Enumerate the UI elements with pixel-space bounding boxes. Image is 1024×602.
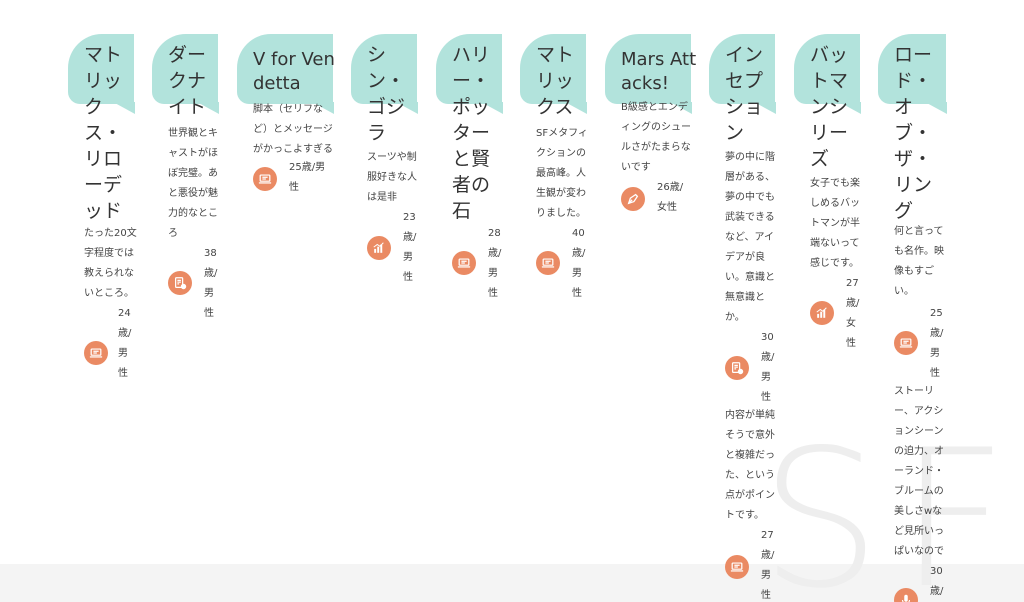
pen-icon <box>621 187 645 211</box>
document-icon <box>725 356 749 380</box>
reviewer-age-gender: 40歳/男性 <box>572 228 586 299</box>
background-watermark: SF <box>760 409 1024 602</box>
review-text: スーツや制服好きな人は是非 <box>367 152 417 203</box>
speech-bubble <box>436 34 503 114</box>
movie-title: インセプション <box>725 44 764 144</box>
movie-title: マトリックス <box>536 44 575 118</box>
review-text: 何と言っても名作。映像もすごい。 <box>894 226 944 297</box>
reviewer-age-gender: 25歳/男性 <box>289 162 326 193</box>
document-icon <box>168 271 192 295</box>
review-text: 脚本（セリフなど）とメッセージがかっこよすぎる <box>253 104 333 155</box>
reviewer-age-gender: 27歳/女性 <box>846 278 860 349</box>
mic-icon <box>894 588 918 602</box>
speech-bubble <box>351 34 418 114</box>
laptop-icon <box>253 167 277 191</box>
speech-bubble <box>794 34 861 114</box>
speech-bubble <box>237 34 334 114</box>
reviewer-age-gender: 30歳/ <box>930 566 944 597</box>
movie-title: ロード・オブ・ザ・リング <box>894 44 933 222</box>
laptop-icon <box>452 251 476 275</box>
laptop-icon <box>84 341 108 365</box>
reviewer-age-gender: 23歳/男性 <box>403 212 417 283</box>
review-text: たった20文字程度では教えられないところ。 <box>84 228 137 299</box>
review-text: 世界観とキャストがほぼ完璧。あと悪役が魅力的なところ <box>168 128 218 239</box>
reviewer-age-gender: 30歳/男性 <box>761 332 775 403</box>
laptop-icon <box>894 331 918 355</box>
movie-title: ハリー・ポッターと賢者の石 <box>452 44 491 222</box>
speech-bubble <box>68 34 135 114</box>
review-text: SFメタフィクションの最高峰。人生観が変わりました。 <box>536 128 588 219</box>
movie-title: シン・ゴジラ <box>367 44 406 144</box>
movie-title: Mars Attacks! <box>621 49 697 94</box>
footer-band <box>0 564 1024 602</box>
review-text: B級感とエンディングのシュールさがたまらないです <box>621 102 691 173</box>
review-text: 夢の中に階層がある、夢の中でも武装できるなど、アイデアが良い。意識と無意識とか。 <box>725 152 775 323</box>
review-text: 女子でも楽しめるバットマンが半端ないって感じです。 <box>810 178 860 269</box>
laptop-icon <box>725 555 749 579</box>
movie-title: マトリックス・リローデッド <box>84 44 123 222</box>
reviewer-age-gender: 26歳/女性 <box>657 182 684 213</box>
movie-title: ダークナイト <box>168 44 207 118</box>
reviewer-age-gender: 38歳/男性 <box>204 248 218 319</box>
speech-bubble <box>605 34 692 114</box>
reviewer-age-gender: 28歳/男性 <box>488 228 502 299</box>
speech-bubble <box>878 34 947 114</box>
speech-bubble <box>152 34 219 114</box>
laptop-icon <box>536 251 560 275</box>
review-text: ストーリー、アクションシーンの迫力、オーランド・ブルームの美しさwなど見所いっぱ… <box>894 386 944 557</box>
reviewer-age-gender: 24歳/男性 <box>118 308 132 379</box>
review-text: 内容が単純そうで意外と複雑だった、という点がポイントです。 <box>725 410 775 521</box>
movie-title: V for Vendetta <box>253 49 335 94</box>
reviewer-age-gender: 27歳/男性 <box>761 530 775 601</box>
speech-bubble <box>520 34 587 114</box>
chart-icon <box>367 236 391 260</box>
speech-bubble <box>709 34 776 114</box>
reviewer-age-gender: 25歳/男性 <box>930 308 944 379</box>
chart-icon <box>810 301 834 325</box>
movie-title: バットマンシリーズ <box>810 44 849 170</box>
